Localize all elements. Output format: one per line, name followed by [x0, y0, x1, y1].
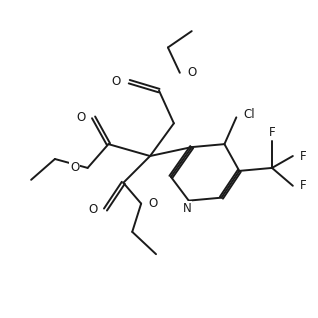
Text: O: O: [88, 203, 97, 216]
Text: Cl: Cl: [244, 108, 255, 121]
Text: F: F: [300, 149, 307, 162]
Text: O: O: [187, 66, 197, 79]
Text: O: O: [70, 162, 79, 174]
Text: O: O: [149, 197, 158, 210]
Text: F: F: [300, 179, 307, 192]
Text: O: O: [76, 111, 85, 124]
Text: O: O: [112, 75, 121, 88]
Text: F: F: [269, 126, 275, 139]
Text: N: N: [183, 202, 192, 215]
